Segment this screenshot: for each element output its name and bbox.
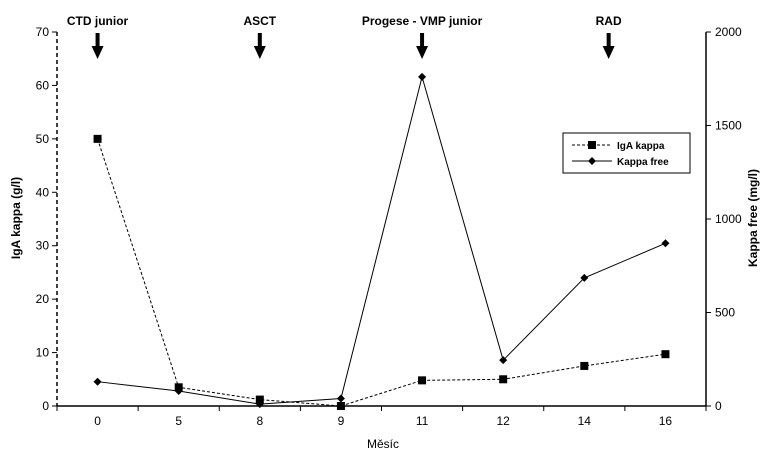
y-right-tick-label: 0: [715, 399, 722, 413]
legend-label-iga: IgA kappa: [617, 141, 665, 152]
legend-label-kappa: Kappa free: [617, 157, 669, 168]
y-right-tick-label: 2000: [715, 25, 742, 39]
x-tick-label: 9: [338, 414, 345, 428]
kappa-free-point: [93, 377, 102, 386]
legend: IgA kappa Kappa free: [562, 132, 691, 174]
event-arrow-shaft: [95, 33, 100, 47]
x-tick-label: 16: [659, 414, 673, 428]
x-axis-title: Měsíc: [367, 437, 399, 450]
kappa-free-point: [255, 400, 264, 409]
y-axis-right-title: Kappa free (mg/l): [746, 169, 760, 267]
kappa-free-point: [418, 72, 427, 81]
y-left-tick-label: 50: [36, 132, 50, 146]
y-left-tick-label: 20: [36, 292, 50, 306]
y-left-tick-label: 30: [36, 239, 50, 253]
kappa-free-point: [661, 239, 670, 248]
event-arrow-head: [602, 46, 615, 59]
series-line-iga-kappa: [97, 138, 666, 407]
kappa-free-point: [336, 394, 345, 403]
legend-box: [562, 132, 691, 174]
x-tick-label: 0: [94, 414, 101, 428]
kappa-free-point: [174, 387, 183, 396]
event-label: ASCT: [243, 14, 276, 28]
iga-kappa-point: [93, 134, 102, 143]
iga-kappa-point: [661, 350, 670, 359]
event-arrow-shaft: [420, 33, 425, 47]
series-layer: [93, 72, 670, 410]
legend-marker-kappa: [588, 157, 596, 165]
event-arrow-head: [91, 46, 104, 59]
iga-kappa-point: [499, 375, 508, 384]
x-tick-label: 14: [578, 414, 592, 428]
y-left-tick-label: 40: [36, 185, 50, 199]
event-arrow-head: [253, 46, 266, 59]
x-tick-label: 8: [256, 414, 263, 428]
iga-kappa-point: [336, 402, 345, 410]
annotation-layer: CTD junior ASCT Progese - VMP junior RAD: [67, 14, 622, 59]
iga-kappa-point: [255, 395, 264, 404]
series-line-kappa-free: [97, 74, 666, 405]
y-axis-left-title: IgA kappa (g/l): [9, 177, 23, 259]
y-left-tick-label: 0: [42, 399, 49, 413]
y-right-tick-label: 500: [715, 306, 735, 320]
iga-kappa-point: [580, 361, 589, 370]
y-right-tick-label: 1000: [715, 212, 742, 226]
y-right-tick-label: 1500: [715, 119, 742, 133]
event-arrow-head: [416, 46, 429, 59]
y-left-tick-label: 60: [36, 78, 50, 92]
event-label: Progese - VMP junior: [362, 14, 483, 28]
kappa-free-point: [499, 356, 508, 365]
legend-marker-iga: [588, 141, 596, 149]
axes-layer: 0 10 20 30 40 50 60 70 0 500 1000 1500 2000 0 5 8 9 11 12 1…: [36, 25, 742, 428]
event-arrow-shaft: [606, 33, 611, 47]
x-tick-label: 11: [416, 414, 429, 428]
kappa-free-point: [580, 273, 589, 282]
event-arrow-shaft: [257, 33, 262, 47]
x-tick-label: 5: [175, 414, 182, 428]
event-label: RAD: [596, 14, 622, 28]
event-label: CTD junior: [67, 14, 129, 28]
x-tick-label: 12: [497, 414, 511, 428]
iga-kappa-point: [418, 376, 427, 385]
y-left-tick-label: 10: [36, 346, 50, 360]
y-left-tick-label: 70: [36, 25, 50, 39]
